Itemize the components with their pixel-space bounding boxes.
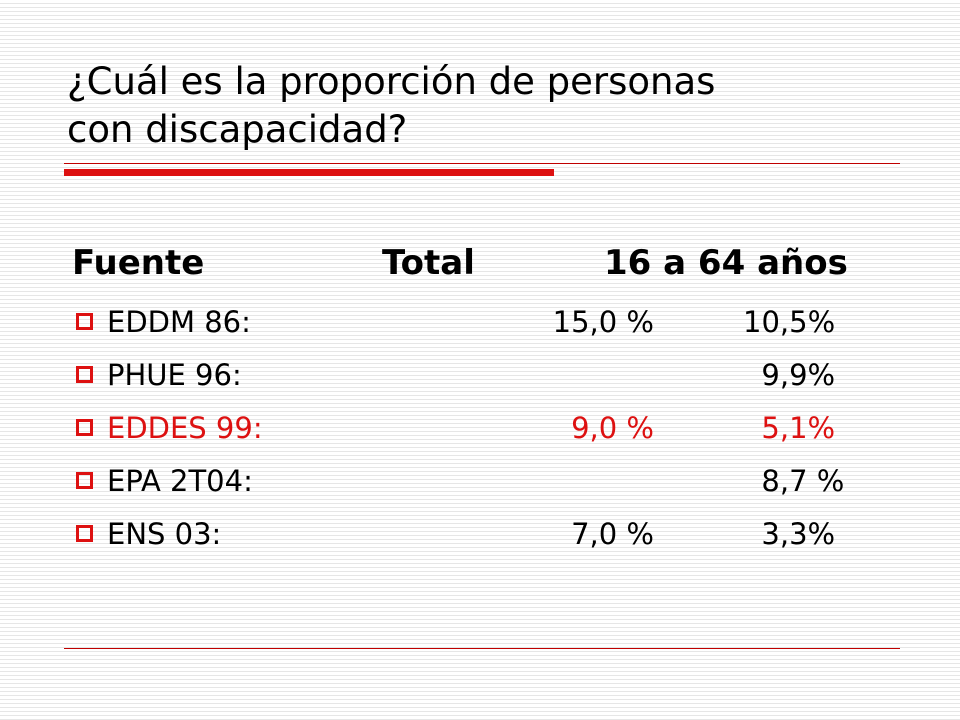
square-bullet-icon (76, 472, 93, 489)
square-bullet-icon (76, 525, 93, 542)
list-item: EDDM 86: 15,0 % 10,5% (72, 300, 902, 353)
row-total: 15,0 % (552, 305, 654, 339)
title-line-1: ¿Cuál es la proporción de personas (67, 60, 716, 103)
row-age-value: 3,3% (743, 517, 836, 551)
square-bullet-icon (76, 419, 93, 436)
square-bullet-icon (76, 366, 93, 383)
row-source: EDDM 86: (107, 305, 251, 339)
footer-divider (64, 648, 900, 649)
slide-title: ¿Cuál es la proporción de personas con d… (67, 58, 907, 154)
list-item: EPA 2T04: 8,7 % (72, 459, 902, 512)
row-total: 9,0 % (571, 411, 654, 445)
row-source: EPA 2T04: (107, 464, 253, 498)
header-age-range: 16 a 64 años (604, 243, 848, 283)
header-source: Fuente (72, 243, 205, 283)
header-total: Total (382, 243, 475, 283)
table-header: Fuente Total 16 a 64 años (72, 243, 902, 287)
row-age-value: 8,7 % (743, 464, 845, 498)
row-source: EDDES 99: (107, 411, 263, 445)
row-source: ENS 03: (107, 517, 222, 551)
data-list: EDDM 86: 15,0 % 10,5% PHUE 96: 9,9% EDDE… (72, 300, 902, 565)
row-total: 7,0 % (571, 517, 654, 551)
title-divider-thin (64, 163, 900, 164)
row-age-value: 5,1% (743, 411, 836, 445)
list-item-highlighted: EDDES 99: 9,0 % 5,1% (72, 406, 902, 459)
title-line-2: con discapacidad? (67, 108, 408, 151)
title-divider-accent (64, 169, 554, 176)
row-age-value: 10,5% (743, 305, 836, 339)
list-item: PHUE 96: 9,9% (72, 353, 902, 406)
row-age-value: 9,9% (743, 358, 836, 392)
square-bullet-icon (76, 313, 93, 330)
list-item: ENS 03: 7,0 % 3,3% (72, 512, 902, 565)
row-source: PHUE 96: (107, 358, 242, 392)
